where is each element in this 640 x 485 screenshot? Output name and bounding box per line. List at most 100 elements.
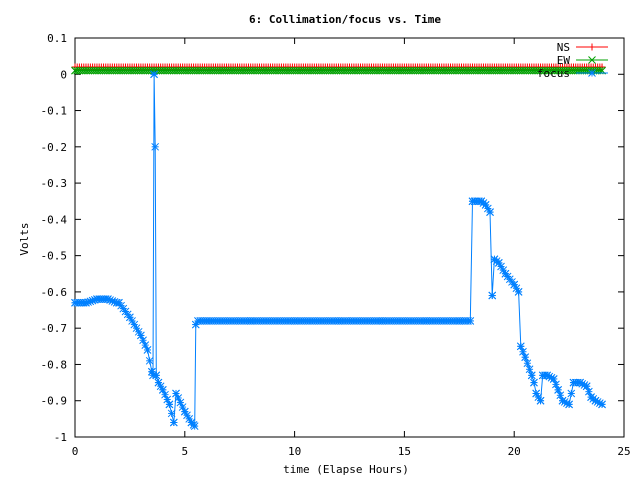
- y-tick-label: -1: [54, 431, 67, 444]
- point-focus: [499, 266, 508, 274]
- series-ns: [71, 63, 606, 71]
- legend-marker-focus: [588, 69, 596, 77]
- legend-marker-ew: [588, 56, 596, 64]
- point-focus: [378, 317, 387, 325]
- point-focus: [527, 371, 536, 380]
- point-focus: [587, 393, 595, 401]
- point-focus: [486, 208, 494, 216]
- point-focus: [169, 418, 178, 427]
- point-focus: [158, 385, 167, 394]
- y-tick-label: -0.5: [41, 250, 68, 263]
- series-focus: [71, 70, 606, 430]
- point-focus: [490, 255, 499, 264]
- point-focus: [510, 280, 519, 289]
- point-focus: [334, 317, 343, 325]
- point-focus: [422, 317, 431, 325]
- point-focus: [172, 389, 180, 398]
- x-tick-label: 0: [72, 445, 79, 458]
- x-axis-label: time (Elapse Hours): [283, 463, 409, 476]
- point-focus: [549, 375, 558, 383]
- legend-marker-ns: [588, 43, 596, 51]
- point-focus: [536, 396, 545, 405]
- point-focus: [532, 389, 541, 398]
- legend-label-focus: focus: [537, 67, 570, 80]
- x-tick-label: 5: [181, 445, 188, 458]
- point-focus: [576, 378, 584, 387]
- point-focus: [191, 320, 200, 329]
- point-focus: [477, 197, 486, 206]
- point-focus: [514, 288, 523, 296]
- point-focus: [470, 197, 479, 206]
- point-focus: [152, 371, 161, 380]
- point-focus: [165, 400, 174, 409]
- point-focus: [154, 378, 163, 387]
- legend-label-ns: NS: [557, 41, 570, 54]
- point-focus: [151, 142, 160, 151]
- y-tick-label: 0.1: [47, 32, 67, 45]
- point-focus: [71, 298, 79, 307]
- point-focus: [143, 346, 152, 354]
- point-focus: [569, 378, 578, 387]
- y-tick-label: -0.1: [41, 105, 68, 118]
- point-ew: [71, 66, 79, 75]
- y-tick-label: -0.4: [41, 213, 68, 226]
- point-focus: [530, 378, 538, 387]
- point-focus: [567, 389, 576, 398]
- point-focus: [488, 291, 497, 300]
- x-tick-label: 25: [617, 445, 630, 458]
- y-axis-label: Volts: [18, 222, 31, 255]
- point-focus: [466, 317, 475, 325]
- point-focus: [190, 422, 199, 430]
- x-tick-label: 10: [288, 445, 301, 458]
- y-tick-label: -0.3: [41, 177, 68, 190]
- point-focus: [167, 409, 176, 418]
- point-ns: [71, 63, 79, 71]
- point-focus: [598, 400, 606, 409]
- x-tick-label: 15: [398, 445, 411, 458]
- chart-title: 6: Collimation/focus vs. Time: [249, 13, 441, 26]
- point-focus: [523, 359, 532, 368]
- series-ew: [71, 66, 606, 75]
- point-focus: [558, 396, 567, 405]
- point-focus: [82, 298, 90, 307]
- point-focus: [194, 317, 202, 325]
- y-tick-label: -0.2: [41, 141, 68, 154]
- point-focus: [126, 313, 134, 322]
- y-tick-label: -0.8: [41, 358, 68, 371]
- point-focus: [543, 371, 551, 380]
- point-ns: [598, 63, 606, 71]
- point-focus: [582, 382, 591, 391]
- y-tick-label: -0.6: [41, 286, 68, 299]
- point-focus: [93, 295, 101, 304]
- y-tick-label: 0: [60, 68, 67, 81]
- point-focus: [554, 385, 562, 394]
- point-focus: [501, 269, 510, 278]
- point-focus: [494, 259, 503, 267]
- plot-frame: [74, 37, 625, 438]
- point-focus: [145, 356, 154, 365]
- point-focus: [150, 70, 158, 79]
- point-focus: [290, 317, 299, 325]
- x-tick-label: 20: [508, 445, 521, 458]
- point-focus: [525, 365, 534, 374]
- point-focus: [565, 400, 573, 409]
- point-focus: [137, 331, 145, 340]
- axes-layer: 0 5 10 15 20 25 0.1 0 -0.1 -0.2 -0.3 -0.4 -0.5 -0.6 -0…: [41, 32, 631, 458]
- plot-layer: [71, 63, 606, 430]
- point-focus: [104, 295, 112, 304]
- point-focus: [591, 396, 600, 405]
- point-focus: [521, 353, 530, 362]
- point-focus: [115, 298, 123, 307]
- point-focus: [481, 201, 490, 209]
- point-focus: [185, 415, 194, 423]
- y-tick-label: -0.9: [41, 395, 68, 408]
- point-focus: [246, 317, 255, 325]
- y-tick-label: -0.7: [41, 322, 68, 335]
- point-focus: [202, 317, 211, 325]
- legend-label-ew: EW: [557, 54, 571, 67]
- point-focus: [516, 342, 525, 351]
- point-focus: [455, 317, 464, 325]
